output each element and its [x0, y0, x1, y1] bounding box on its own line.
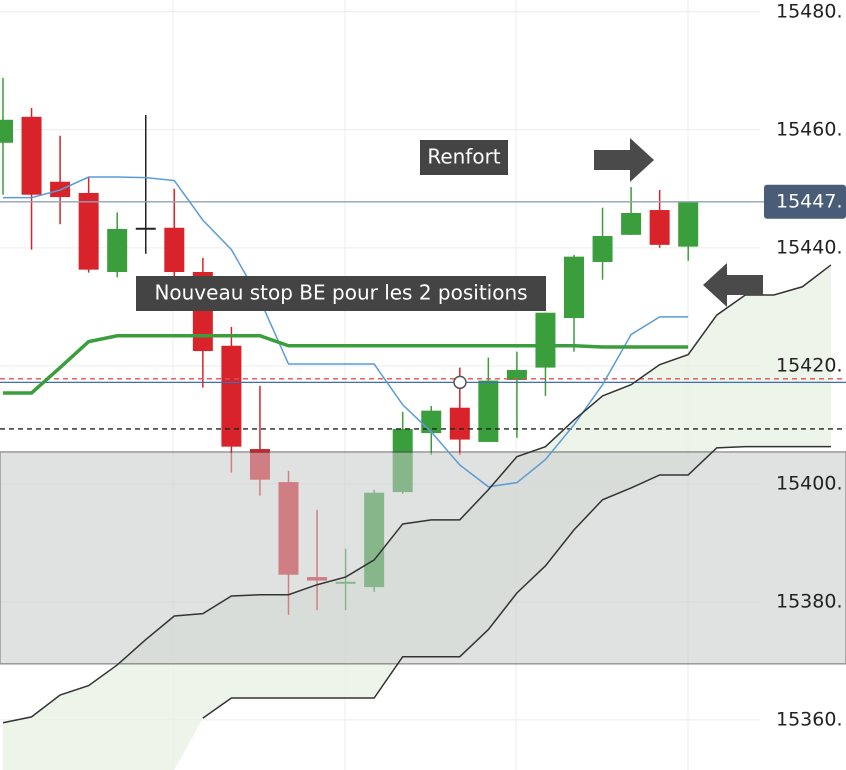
arrow-left	[703, 263, 763, 307]
candle-body	[649, 210, 670, 245]
y-tick-label: 15360.	[776, 708, 842, 730]
price-tag-label: 15447.	[776, 190, 842, 212]
candle-body	[449, 407, 470, 440]
candle-body	[592, 236, 613, 262]
indicator-line	[202, 445, 831, 719]
candle-body	[221, 345, 242, 447]
candle-body	[535, 312, 556, 368]
y-tick-label: 15380.	[776, 590, 842, 612]
y-tick-label: 15460.	[776, 118, 842, 140]
candle-body	[621, 213, 642, 235]
candle-body	[506, 369, 527, 380]
annotation-box	[420, 140, 508, 175]
y-tick-label: 15480.	[776, 0, 842, 22]
price-tag	[764, 184, 846, 219]
y-tick-label: 15440.	[776, 236, 842, 258]
candle-body	[78, 192, 99, 270]
candle-body	[0, 119, 13, 143]
arrow-right	[594, 138, 654, 182]
candle-body	[478, 380, 499, 442]
candle-body	[564, 256, 584, 319]
indicator-line	[3, 333, 689, 395]
candle-body	[678, 201, 699, 247]
level-marker	[453, 375, 467, 390]
candle-body	[164, 227, 185, 273]
indicator-line	[3, 176, 689, 488]
indicator-line	[2, 264, 832, 724]
candle-body	[135, 227, 156, 230]
zone	[0, 451, 846, 665]
y-tick-label: 15400.	[776, 472, 842, 494]
annotation-box	[136, 276, 546, 311]
y-tick-label: 15420.	[776, 354, 842, 376]
candle-body	[421, 410, 442, 434]
annotation: Renfort	[427, 145, 500, 169]
annotation: Nouveau stop BE pour les 2 positions	[154, 281, 527, 305]
candle-body	[107, 228, 128, 273]
candle-body	[21, 116, 42, 195]
